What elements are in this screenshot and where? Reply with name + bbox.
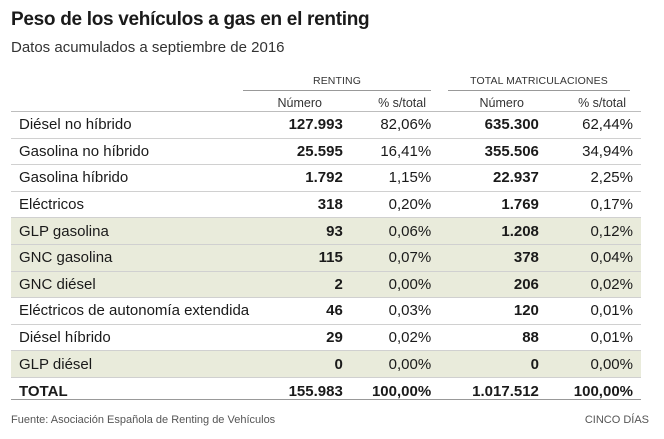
table-bottom-rule [11, 399, 641, 400]
table-row: GNC gasolina 115 0,07% 378 0,04% [11, 244, 641, 272]
row-label: GNC gasolina [11, 244, 250, 272]
renting-percent: 82,06% [342, 112, 432, 139]
total-label: TOTAL [19, 382, 68, 400]
row-label: Gasolina híbrido [11, 164, 250, 192]
total-number: 22.937 [431, 164, 539, 192]
row-label: Diésel híbrido [11, 324, 250, 352]
total-percent: 0,04% [538, 244, 641, 272]
total-renting-percent: 100,00% [371, 382, 432, 400]
table-top-rule [11, 111, 641, 112]
column-header-total-pct: % s/total [578, 96, 626, 110]
row-label: Gasolina no híbrido [11, 138, 250, 166]
total-percent: 0,00% [538, 350, 641, 378]
total-number: 206 [431, 271, 539, 299]
row-label: Diésel no híbrido [11, 112, 250, 139]
group-divider-renting [243, 90, 431, 91]
renting-number: 1.792 [249, 164, 343, 192]
row-label: Eléctricos [11, 191, 250, 219]
row-label: Eléctricos de autonomía extendida [11, 297, 250, 325]
renting-percent: 1,15% [342, 164, 432, 192]
renting-percent: 16,41% [342, 138, 432, 166]
total-number: 355.506 [431, 138, 539, 166]
group-header-total: TOTAL MATRICULACIONES [470, 75, 608, 87]
total-percent: 0,01% [538, 324, 641, 352]
total-percent: 0,12% [538, 217, 641, 245]
row-label: GLP diésel [11, 350, 250, 378]
column-header-total-numero: Número [479, 96, 524, 110]
total-percent: 2,25% [538, 164, 641, 192]
total-percent: 0,02% [538, 271, 641, 299]
renting-number: 115 [249, 244, 343, 272]
total-row: TOTAL 155.983 100,00% 1.017.512 100,00% [11, 377, 641, 405]
total-percent: 34,94% [538, 138, 641, 166]
renting-percent: 0,20% [342, 191, 432, 219]
total-percent: 0,01% [538, 297, 641, 325]
renting-number: 318 [249, 191, 343, 219]
renting-number: 29 [249, 324, 343, 352]
renting-number: 25.595 [249, 138, 343, 166]
total-percent: 62,44% [538, 112, 641, 139]
table-row: Gasolina híbrido 1.792 1,15% 22.937 2,25% [11, 164, 641, 192]
source-note: Fuente: Asociación Española de Renting d… [11, 414, 276, 426]
table-row: GLP gasolina 93 0,06% 1.208 0,12% [11, 217, 641, 245]
row-label: GLP gasolina [11, 217, 250, 245]
table-row: Diésel híbrido 29 0,02% 88 0,01% [11, 324, 641, 352]
total-percent: 0,17% [538, 191, 641, 219]
total-number: 1.769 [431, 191, 539, 219]
column-header-renting-pct: % s/total [378, 96, 426, 110]
total-number: 88 [431, 324, 539, 352]
renting-percent: 0,00% [342, 350, 432, 378]
table-row: Eléctricos 318 0,20% 1.769 0,17% [11, 191, 641, 219]
total-number: 0 [431, 350, 539, 378]
total-total-number: 1.017.512 [472, 382, 539, 400]
group-divider-total [448, 90, 630, 91]
renting-number: 93 [249, 217, 343, 245]
total-number: 120 [431, 297, 539, 325]
credit-label: CINCO DÍAS [584, 414, 649, 426]
page-subtitle: Datos acumulados a septiembre de 2016 [11, 39, 285, 56]
renting-number: 0 [249, 350, 343, 378]
renting-number: 127.993 [249, 112, 343, 139]
total-total-percent: 100,00% [573, 382, 633, 400]
renting-number: 46 [249, 297, 343, 325]
total-number: 378 [431, 244, 539, 272]
renting-percent: 0,07% [342, 244, 432, 272]
table-row: Diésel no híbrido 127.993 82,06% 635.300 62,… [11, 112, 641, 139]
total-number: 1.208 [431, 217, 539, 245]
total-renting-number: 155.983 [288, 382, 343, 400]
page-title: Peso de los vehículos a gas en el rentin… [11, 9, 370, 30]
table-row: GNC diésel 2 0,00% 206 0,02% [11, 271, 641, 299]
table-row: Eléctricos de autonomía extendida 46 0,03%… [11, 297, 641, 325]
row-label: GNC diésel [11, 271, 250, 299]
renting-percent: 0,00% [342, 271, 432, 299]
renting-percent: 0,06% [342, 217, 432, 245]
renting-percent: 0,02% [342, 324, 432, 352]
column-header-renting-numero: Número [277, 96, 322, 110]
table-row: GLP diésel 0 0,00% 0 0,00% [11, 350, 641, 378]
total-number: 635.300 [431, 112, 539, 139]
data-table: Diésel no híbrido 127.993 82,06% 635.300 62,… [11, 112, 641, 405]
renting-number: 2 [249, 271, 343, 299]
group-header-renting: RENTING [313, 75, 361, 87]
table-row: Gasolina no híbrido 25.595 16,41% 355.506 34… [11, 138, 641, 166]
renting-percent: 0,03% [342, 297, 432, 325]
